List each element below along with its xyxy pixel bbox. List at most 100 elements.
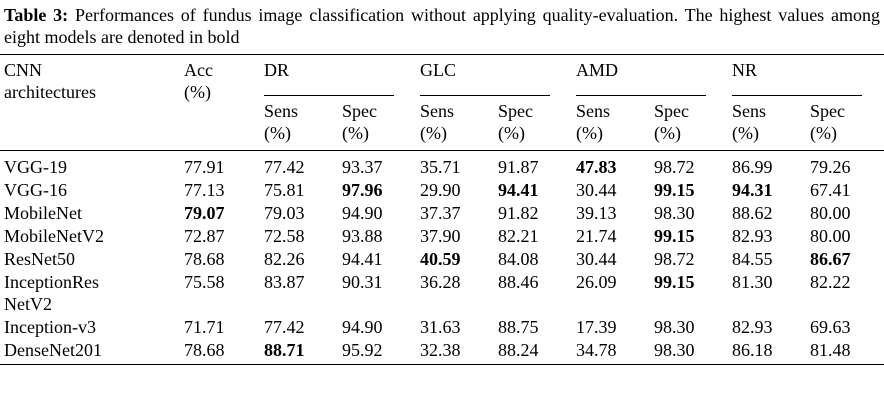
group-header: DR [264,59,395,96]
model-cell: Inception-v3 [0,316,180,339]
caption-label: Table 3: [4,5,69,25]
data-row: DenseNet201 78.68 88.71 95.92 32.38 88.24 34.7… [0,339,884,365]
model-cell: InceptionRes NetV2 [0,271,180,316]
value-cell: 69.63 [810,317,851,337]
subheader: Sens (%) [264,101,299,143]
value-cell: 90.31 [342,272,383,292]
group-header: NR [732,59,863,96]
value-cell: 83.87 [264,272,305,292]
value-cell: 82.21 [498,226,539,246]
subheader: Spec (%) [498,101,534,143]
value-cell: 77.91 [184,157,225,177]
group-cell: AMD [572,54,729,96]
value-cell: 30.44 [576,180,617,200]
subheader: Sens (%) [732,101,767,143]
value-cell: 95.92 [338,339,417,365]
value-cell: 77.42 [264,317,305,337]
value-cell: 98.72 [654,249,695,269]
value-cell: 79.03 [264,203,305,223]
model-cell: MobileNetV2 [0,225,180,248]
header-row: CNN architectures Acc (%) DR GLC AMD NR [0,54,884,151]
data-row: VGG-16 77.13 75.81 97.96 29.90 94.41 30.44 99.1… [0,179,884,202]
value-cell: 37.90 [420,226,461,246]
header-acc: Acc (%) [184,60,213,102]
value-cell: 17.39 [576,317,617,337]
subheader-cell: Spec (%) [494,96,573,151]
model-cell: VGG-16 [0,179,180,202]
data-row: VGG-19 77.91 77.42 93.37 35.71 91.87 47.83 98.7… [0,151,884,180]
model-name: ResNet50 [4,249,75,269]
data-row: MobileNet 79.07 79.03 94.90 37.37 91.82 39.13 9… [0,202,884,225]
subheader-cell: Spec (%) [338,96,417,151]
header-cell: CNN architectures [0,54,180,151]
subheader-cell: Sens (%) [728,96,807,151]
value-cell: 84.08 [498,249,539,269]
model-name: MobileNetV2 [4,226,104,246]
value-cell: 37.37 [420,203,461,223]
value-cell: 75.58 [184,272,225,292]
value-cell: 94.90 [342,203,383,223]
table-caption: Table 3: Performances of fundus image cl… [0,0,884,50]
group-header: AMD [576,59,707,96]
value-cell: 91.87 [498,157,539,177]
value-cell: 88.75 [498,317,539,337]
value-cell: 82.93 [732,226,773,246]
value-cell: 67.41 [810,180,851,200]
group-cell: DR [260,54,417,96]
subheader-cell: Spec (%) [806,96,884,151]
data-row: ResNet50 78.68 82.26 94.41 40.59 84.08 30.44 98… [0,248,884,271]
value-cell: 84.55 [732,249,773,269]
value-cell: 77.42 [264,157,305,177]
value-cell: 78.68 [184,249,225,269]
value-cell: 98.30 [654,203,695,223]
caption-text: Performances of fundus image classificat… [4,5,880,47]
value-cell: 94.31 [732,180,773,200]
value-cell: 34.78 [572,339,651,365]
value-cell: 88.62 [732,203,773,223]
subheader: Spec (%) [810,101,846,143]
model-cell: VGG-19 [0,151,180,180]
group-cell: NR [728,54,884,96]
table-head: CNN architectures Acc (%) DR GLC AMD NR Sens (… [0,54,884,151]
data-row: MobileNetV2 72.87 72.58 93.88 37.90 82.21 21.7… [0,225,884,248]
value-cell: 75.81 [264,180,305,200]
model-name: VGG-16 [4,180,67,200]
value-cell: 98.30 [654,317,695,337]
model-name: Inception-v3 [4,317,96,337]
group-cell: GLC [416,54,573,96]
subheader-cell: Sens (%) [260,96,338,151]
value-cell: 39.13 [576,203,617,223]
subheader-cell: Sens (%) [416,96,495,151]
model-cell: DenseNet201 [0,339,180,365]
results-table: CNN architectures Acc (%) DR GLC AMD NR Sens (… [0,54,884,365]
value-cell: 94.41 [342,249,383,269]
value-cell: 30.44 [576,249,617,269]
subheader-cell: Spec (%) [650,96,729,151]
subheader-row: Sens (%) Spec (%) Sens (%) Spec (%) Sens (%)… [0,96,884,151]
value-cell: 88.24 [494,339,573,365]
subheader: Sens (%) [420,101,455,143]
value-cell: 71.71 [184,317,225,337]
value-cell: 99.15 [654,226,695,246]
value-cell: 79.07 [184,203,225,223]
value-cell: 35.71 [420,157,461,177]
value-cell: 29.90 [420,180,461,200]
value-cell: 88.46 [498,272,539,292]
value-cell: 86.99 [732,157,773,177]
value-cell: 91.82 [498,203,539,223]
value-cell: 80.00 [810,203,851,223]
value-cell: 47.83 [576,157,617,177]
value-cell: 32.38 [416,339,495,365]
value-cell: 77.13 [184,180,225,200]
data-row: Inception-v3 71.71 77.42 94.90 31.63 88.75 17.… [0,316,884,339]
model-cell: MobileNet [0,202,180,225]
model-cell: ResNet50 [0,248,180,271]
header-cell: Acc (%) [180,54,260,151]
value-cell: 93.88 [342,226,383,246]
value-cell: 81.30 [732,272,773,292]
value-cell: 94.41 [498,180,539,200]
value-cell: 98.72 [654,157,695,177]
value-cell: 31.63 [420,317,461,337]
value-cell: 79.26 [810,157,851,177]
